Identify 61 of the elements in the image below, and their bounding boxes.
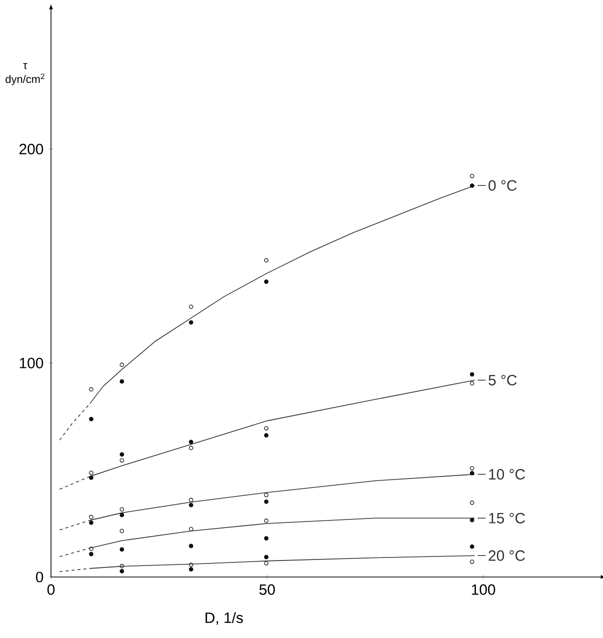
point [120, 379, 124, 384]
point [89, 387, 94, 392]
point [264, 426, 268, 430]
point [188, 544, 194, 548]
y-axis-title: τ dyn/cm$^{2}$ [6, 63, 44, 86]
point [120, 528, 124, 534]
point [470, 471, 474, 476]
point [470, 466, 474, 470]
point [188, 526, 194, 532]
legend-label: 15 °C [489, 512, 525, 524]
point [89, 520, 94, 525]
point [470, 500, 474, 505]
point [120, 569, 124, 574]
point [188, 440, 194, 444]
point [188, 446, 194, 450]
point [470, 518, 474, 522]
legend-label: 20 °C [488, 550, 525, 561]
point [188, 320, 194, 325]
point [89, 546, 94, 551]
point [89, 476, 94, 480]
point [120, 452, 124, 457]
point [264, 280, 268, 284]
y-tick-label: 200 [20, 144, 44, 154]
point [470, 560, 474, 564]
point [89, 416, 94, 422]
point [120, 507, 124, 512]
point [120, 512, 124, 518]
point [89, 552, 94, 556]
point [188, 498, 194, 502]
point [470, 372, 474, 377]
point [470, 544, 474, 549]
point [264, 561, 268, 566]
point [188, 567, 194, 572]
point [264, 258, 268, 263]
point [188, 562, 194, 567]
point [120, 564, 124, 568]
point [120, 362, 124, 367]
x-axis-title: D, 1/s [206, 612, 243, 625]
point [264, 554, 268, 560]
point [264, 499, 268, 504]
point [264, 518, 268, 523]
point [120, 458, 124, 463]
point [89, 470, 94, 475]
x-tick-label: 100 [472, 584, 496, 595]
y-tick-label: 100 [20, 358, 44, 368]
legend-label: 5 °C [488, 374, 517, 386]
point [89, 514, 94, 520]
point [470, 183, 474, 188]
point [470, 174, 474, 178]
legend-label: 10 °C [489, 469, 525, 480]
point [470, 381, 474, 386]
point [188, 304, 194, 309]
point [264, 536, 268, 540]
point [188, 502, 194, 508]
x-tick-label: 0 [47, 584, 55, 595]
point [264, 433, 268, 438]
y-tick-label: 0 [36, 572, 44, 582]
point [120, 547, 124, 552]
x-tick-label: 50 [259, 584, 275, 595]
legend-label: 0 °C [488, 180, 517, 191]
point [264, 492, 268, 498]
